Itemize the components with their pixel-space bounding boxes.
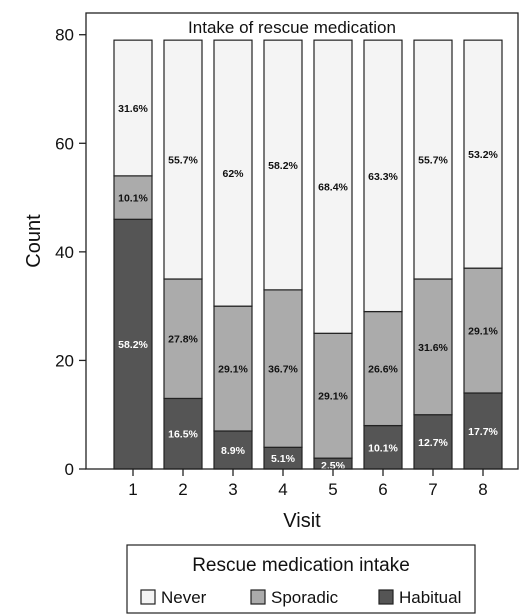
bar-segment-never-visit-6	[363, 39, 403, 313]
data-label-never-visit-1: 31.6%	[118, 103, 148, 115]
bar-segment-habitual-visit-6	[363, 424, 403, 470]
plot-frame	[85, 12, 519, 470]
bar-segment-sporadic-visit-2	[163, 278, 203, 400]
bar-segment-habitual-visit-7	[413, 414, 453, 470]
legend-title: Rescue medication intake	[192, 555, 410, 576]
data-label-sporadic-visit-1: 10.1%	[118, 193, 148, 205]
legend-swatch-sporadic	[250, 589, 266, 605]
data-label-habitual-visit-3: 8.9%	[221, 445, 246, 457]
data-label-never-visit-8: 53.2%	[468, 149, 498, 161]
legend: Rescue medication intake Never Sporadic Ha…	[126, 544, 476, 614]
y-tick-label-80: 80	[55, 26, 74, 45]
data-label-never-visit-7: 55.7%	[418, 155, 448, 167]
data-label-habitual-visit-1: 58.2%	[118, 339, 148, 351]
data-label-habitual-visit-6: 10.1%	[368, 442, 398, 454]
legend-label-sporadic: Sporadic	[271, 588, 339, 607]
data-label-never-visit-3: 62%	[222, 168, 244, 180]
data-label-habitual-visit-2: 16.5%	[168, 429, 198, 441]
bar-segment-never-visit-8	[463, 39, 503, 269]
bar-segment-sporadic-visit-1	[113, 175, 153, 220]
y-tick-label-40: 40	[55, 243, 74, 262]
data-label-habitual-visit-4: 5.1%	[271, 453, 296, 465]
legend-box	[126, 544, 476, 614]
data-label-sporadic-visit-6: 26.6%	[368, 364, 398, 376]
data-label-never-visit-2: 55.7%	[168, 155, 198, 167]
bar-segment-never-visit-1	[113, 39, 153, 177]
data-label-sporadic-visit-7: 31.6%	[418, 342, 448, 354]
x-tick-label-2: 2	[178, 480, 187, 499]
bar-segment-sporadic-visit-6	[363, 310, 403, 427]
x-tick-label-6: 6	[378, 480, 387, 499]
y-tick-label-20: 20	[55, 351, 74, 370]
bar-segment-sporadic-visit-3	[213, 305, 253, 432]
x-tick-label-8: 8	[478, 480, 487, 499]
bar-segment-never-visit-3	[213, 39, 253, 307]
bars-layer: 58.2% 10.1% 31.6% 16.5% 27.8% 55.7% 8.9% 29.1% 6…	[113, 39, 503, 472]
y-axis-label: Count	[23, 214, 45, 268]
data-label-sporadic-visit-3: 29.1%	[218, 364, 248, 376]
bar-segment-never-visit-2	[163, 39, 203, 280]
data-label-never-visit-6: 63.3%	[368, 171, 398, 183]
bar-segment-habitual-visit-8	[463, 392, 503, 470]
legend-label-habitual: Habitual	[399, 588, 461, 607]
bar-segment-sporadic-visit-7	[413, 278, 453, 416]
data-label-sporadic-visit-8: 29.1%	[468, 326, 498, 338]
data-label-never-visit-4: 58.2%	[268, 160, 298, 172]
legend-label-never: Never	[161, 588, 207, 607]
x-axis-label: Visit	[283, 510, 321, 532]
x-tick-label-3: 3	[228, 480, 237, 499]
data-label-sporadic-visit-2: 27.8%	[168, 334, 198, 346]
data-label-sporadic-visit-4: 36.7%	[268, 364, 298, 376]
y-tick-label-60: 60	[55, 134, 74, 153]
data-label-sporadic-visit-5: 29.1%	[318, 391, 348, 403]
x-tick-label-7: 7	[428, 480, 437, 499]
x-tick-label-1: 1	[128, 480, 137, 499]
x-tick-label-4: 4	[278, 480, 287, 499]
bar-segment-sporadic-visit-5	[313, 332, 353, 459]
data-label-never-visit-5: 68.4%	[318, 182, 348, 194]
bar-segment-habitual-visit-2	[163, 397, 203, 470]
legend-swatch-habitual	[378, 589, 394, 605]
legend-swatch-never	[140, 589, 156, 605]
bar-segment-habitual-visit-1	[113, 218, 153, 470]
bar-segment-never-visit-4	[263, 39, 303, 291]
chart-title: Intake of rescue medication	[188, 18, 396, 37]
bar-segment-never-visit-5	[313, 39, 353, 334]
bar-segment-never-visit-7	[413, 39, 453, 280]
x-tick-label-5: 5	[328, 480, 337, 499]
data-label-habitual-visit-7: 12.7%	[418, 437, 448, 449]
legend-items: Never Sporadic Habitual	[140, 588, 461, 607]
y-tick-label-0: 0	[65, 460, 74, 479]
bar-segment-sporadic-visit-8	[463, 267, 503, 394]
data-label-habitual-visit-8: 17.7%	[468, 426, 498, 438]
